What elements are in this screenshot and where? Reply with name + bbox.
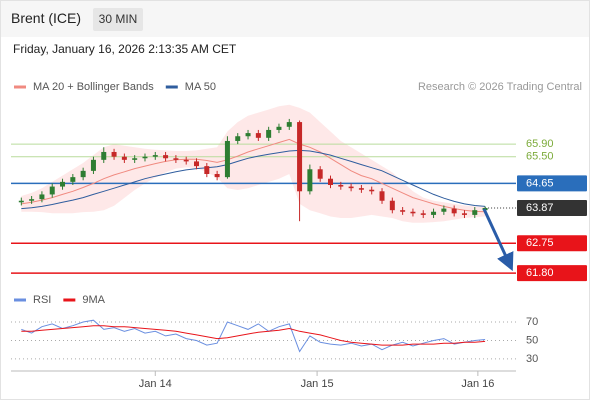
candle-body [90,159,96,171]
candle-body [348,186,354,189]
candle-body [451,208,457,214]
candle-body [410,211,416,214]
level-label: 61.80 [526,267,554,279]
x-tick-label: Jan 15 [301,378,334,390]
candle-body [224,140,230,178]
level-label: 65.90 [526,138,554,150]
candle-body [60,181,66,187]
candle-body [29,199,35,201]
level-label-box [517,175,587,192]
candle-body [276,126,282,130]
candle-body [163,155,169,159]
candle-body [204,166,210,174]
level-label: 63.87 [526,202,554,214]
instrument-title: Brent (ICE) [11,10,82,26]
candle-body [266,129,272,138]
legend-label: 9MA [82,294,105,306]
candle-body [152,155,158,157]
candle-body [49,186,55,195]
candle-body [441,208,447,212]
candle-body [358,188,364,190]
interval-button[interactable]: 30 MIN [93,8,143,31]
candle-body [194,161,200,167]
candle-body [420,213,426,215]
y-tick-label: 50 [526,334,538,346]
candle-body [101,151,107,160]
legend-label: MA 50 [185,81,216,93]
level-label-box [517,235,587,252]
candle-body [400,210,406,212]
forecast-arrow [482,208,514,272]
candle-body [18,200,24,203]
rsi-line [21,325,486,346]
legend-label: MA 20 + Bollinger Bands [33,81,154,93]
candle-body [142,156,148,159]
timestamp: Friday, January 16, 2026 2:13:35 AM CET [13,42,237,56]
rsi-line [21,319,486,353]
candle-body [121,156,127,160]
candle-body [297,122,303,192]
level-label: 64.65 [526,177,554,189]
candle-body [39,194,45,200]
level-label-box [517,199,587,216]
header-bar: Brent (ICE) 30 MIN [1,1,589,37]
candle-body [379,191,385,201]
candle-body [214,173,220,178]
level-label: 65.50 [526,151,554,163]
candle-body [132,158,138,160]
candle-body [389,200,395,211]
candle-body [183,159,189,162]
candle-body [369,189,375,192]
candle-body [472,210,478,215]
candle-body [70,177,76,182]
candle-body [245,133,251,137]
ma-line [21,138,486,213]
x-tick-label: Jan 14 [139,378,172,390]
candle-body [317,169,323,179]
candle-body [286,122,292,127]
candle-body [461,213,467,215]
y-tick-label: 30 [526,353,538,365]
x-tick-label: Jan 16 [461,378,494,390]
candle-body [327,178,333,186]
candle-body [338,185,344,187]
candle-body [255,133,261,138]
y-tick-label: 70 [526,316,538,328]
bollinger-band [21,104,486,223]
level-label-box [517,265,587,282]
candle-body [235,136,241,141]
copyright: Research © 2026 Trading Central [418,81,582,93]
legend-label: RSI [33,294,51,306]
candle-body [111,151,117,157]
ma-line [21,149,486,210]
candle-body [173,158,179,160]
candle-body [80,170,86,178]
candle-body [307,169,313,192]
candle-body [431,211,437,215]
level-label: 62.75 [526,237,554,249]
